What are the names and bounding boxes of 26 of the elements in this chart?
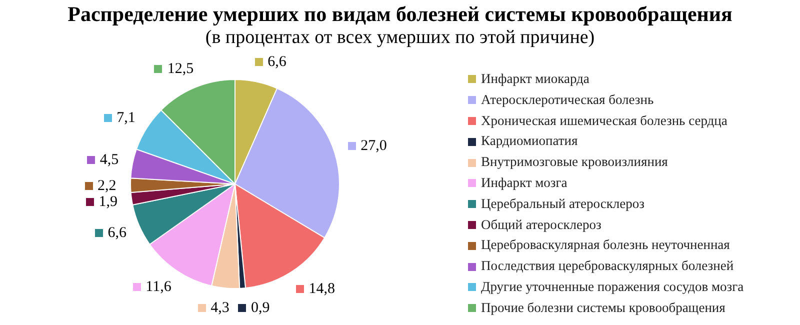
chart-title: Распределение умерших по видам болезней системы кровообращения (66, 2, 734, 26)
legend-label: Общий атеросклероз (481, 216, 602, 234)
legend-label: Цереброваскулярная болезнь неуточненная (481, 236, 730, 254)
legend-label: Прочие болезни системы кровообращения (481, 298, 726, 317)
chart-subtitle: (в процентах от всех умерших по этой причине) (204, 26, 596, 49)
legend-label: Последствия цереброваскулярных болезней (481, 257, 734, 276)
legend-label: Инфаркт мозга (481, 174, 568, 192)
data-label: 7,1 (116, 110, 136, 126)
data-label: 1,9 (98, 194, 118, 210)
data-label: 14,8 (308, 281, 335, 298)
data-label: 6,6 (108, 225, 126, 242)
data-label: 27,0 (360, 138, 387, 154)
data-label: 2,2 (98, 178, 116, 194)
data-label: 6,6 (268, 54, 286, 70)
legend-label: Инфаркт миокарда (481, 70, 590, 88)
data-label: 4,5 (100, 152, 119, 168)
legend-label: Хроническая ишемическая болезнь сердца (481, 112, 728, 130)
legend-label: Кардиомиопатия (481, 132, 578, 150)
legend-label: Атеросклеротическая болезнь (481, 90, 654, 109)
data-label: 11,6 (146, 279, 172, 296)
legend-label: Внутримозговые кровоизлияния (481, 153, 668, 172)
data-label: 4,3 (210, 300, 230, 316)
legend-label: Другие уточненные поражения сосудов мозга (481, 278, 744, 296)
data-label: 12,5 (167, 60, 194, 77)
legend-label: Церебральный атеросклероз (481, 194, 644, 213)
data-label: 0,9 (250, 300, 270, 316)
